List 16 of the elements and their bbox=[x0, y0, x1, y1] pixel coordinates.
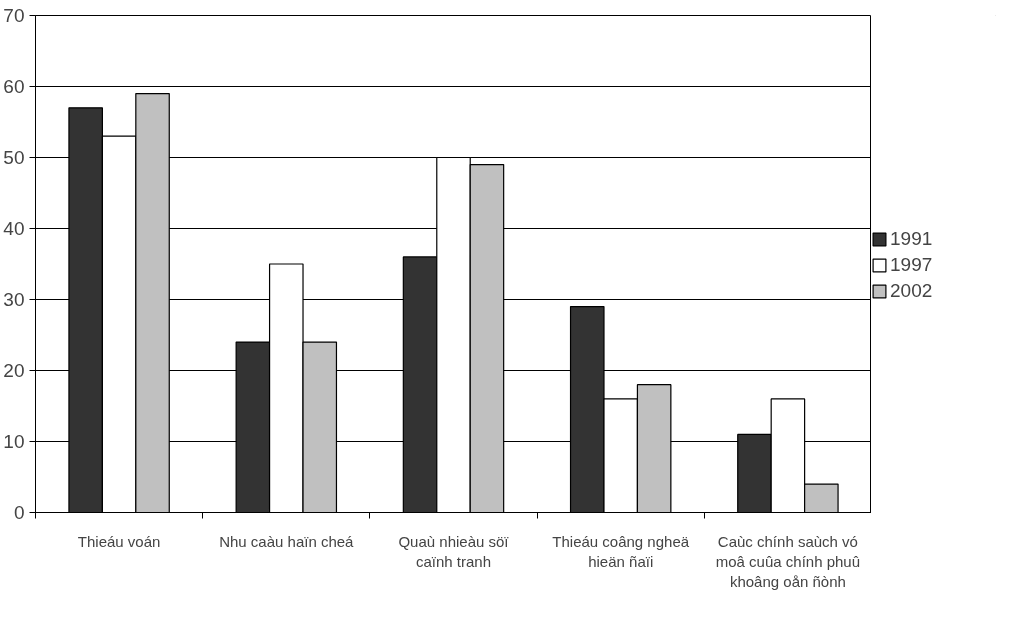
x-tick-label: Thieáu coâng ngheä hieän ñaïi bbox=[552, 532, 690, 570]
y-tick-label: 0 bbox=[13, 502, 25, 523]
y-tick-label: 30 bbox=[3, 289, 25, 310]
x-tick-label: Caùc chính saùch vó moâ cuûa chính phuû khoâng oån ñònh bbox=[715, 532, 861, 591]
x-tick-label: Thieáu voán bbox=[77, 532, 161, 550]
legend-label: 1997 bbox=[890, 254, 933, 276]
legend-label: 1991 bbox=[890, 228, 933, 250]
y-tick-label: 10 bbox=[3, 431, 25, 452]
x-tick-label: Nhu caàu haïn cheá bbox=[219, 532, 355, 550]
y-tick-label: 40 bbox=[3, 218, 25, 239]
x-tick-label: Quaù nhieàu söï caïnh tranh bbox=[398, 532, 510, 570]
y-tick-label: 20 bbox=[3, 360, 25, 381]
y-tick-label: 70 bbox=[3, 5, 25, 26]
legend-label: 2002 bbox=[890, 280, 933, 302]
y-tick-label: 60 bbox=[3, 76, 25, 97]
y-tick-label: 50 bbox=[3, 147, 25, 168]
